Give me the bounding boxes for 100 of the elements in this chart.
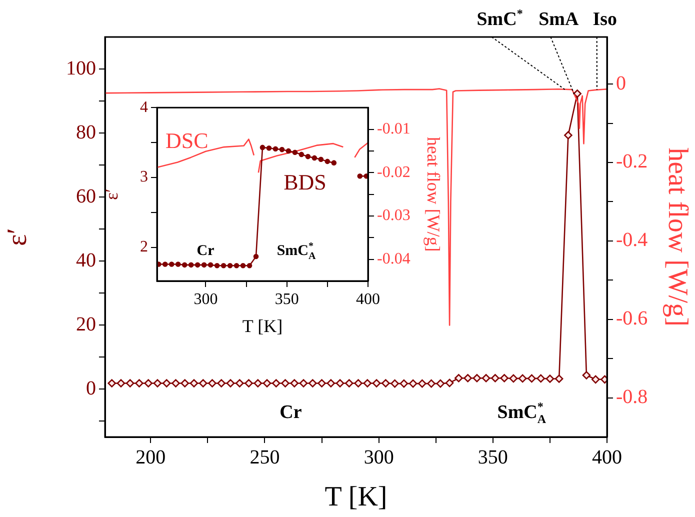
point [357, 173, 363, 179]
annotation: SmA [538, 9, 579, 30]
point [286, 148, 292, 154]
point [217, 379, 226, 388]
point [573, 89, 582, 98]
point [445, 378, 454, 388]
point [308, 379, 317, 388]
point [188, 262, 194, 268]
point [214, 262, 220, 268]
point [390, 379, 399, 388]
annotation: Cr [280, 402, 302, 424]
series-label: DSC [165, 128, 208, 154]
point [198, 379, 208, 388]
y2-axis-title: heat flow [W/g] [423, 136, 444, 252]
point [226, 379, 235, 388]
y-axis-title: ε′ [2, 228, 34, 246]
point [153, 379, 162, 388]
point [279, 146, 285, 152]
point [175, 262, 181, 267]
point [272, 146, 278, 152]
x-tick-label: 300 [364, 446, 394, 468]
y2-tick-label: -0.6 [616, 308, 648, 330]
x-tick-label: 300 [194, 290, 218, 308]
y-tick-label: 2 [140, 238, 148, 256]
point [201, 262, 207, 268]
y-tick-label: 3 [140, 168, 148, 186]
point [190, 379, 198, 388]
point [234, 262, 240, 268]
point [454, 374, 463, 382]
point [253, 254, 259, 260]
x-tick-label: 250 [250, 446, 280, 468]
y2-axis-title: heat flow [W/g] [662, 148, 693, 326]
y-tick-label: 100 [66, 57, 96, 80]
x-tick-label: 350 [274, 290, 299, 308]
point [427, 379, 436, 388]
y-tick-label: 60 [76, 185, 96, 208]
y2-tick-label: 0 [616, 72, 626, 94]
point [194, 262, 200, 268]
point [312, 155, 318, 161]
point [220, 262, 226, 268]
point [172, 379, 180, 388]
x-tick-label: 350 [478, 446, 508, 468]
point [408, 379, 418, 388]
point [372, 379, 381, 388]
point [528, 374, 536, 383]
point [208, 379, 216, 388]
x-tick-label: 400 [592, 446, 622, 468]
y2-tick-label: -0.01 [377, 120, 410, 138]
series-label: BDS [284, 170, 326, 195]
point [324, 158, 330, 164]
point [162, 379, 171, 388]
point [240, 262, 246, 268]
point [536, 374, 545, 383]
point [564, 131, 572, 140]
point [116, 379, 126, 388]
point [108, 379, 116, 388]
point [246, 262, 252, 268]
y-tick-label: 0 [86, 377, 96, 400]
point [500, 374, 508, 382]
point [182, 262, 188, 268]
y2-tick-label: -0.2 [616, 150, 648, 173]
y2-tick-label: -0.02 [377, 164, 410, 181]
point [208, 262, 214, 268]
point [290, 379, 299, 388]
point [591, 375, 600, 384]
point [272, 379, 280, 388]
point [326, 379, 336, 388]
point [180, 379, 190, 388]
point [266, 146, 272, 151]
point [262, 379, 272, 388]
point [472, 374, 482, 382]
point [318, 379, 326, 388]
point [144, 379, 153, 388]
point [331, 160, 337, 166]
point [336, 379, 344, 388]
point [546, 374, 554, 383]
annotation: Cr [196, 243, 215, 260]
point [345, 379, 354, 388]
point [254, 379, 262, 388]
x-axis-title: T [K] [242, 316, 283, 336]
point [518, 374, 527, 383]
annotation: SmC* [476, 6, 523, 30]
point [436, 379, 445, 388]
y2-tick-label: -0.03 [377, 207, 410, 224]
point [418, 379, 426, 388]
y-tick-label: 4 [140, 98, 148, 116]
point [292, 150, 298, 155]
x-tick-label: 200 [136, 446, 166, 468]
y2-tick-label: -0.04 [377, 250, 410, 268]
point [464, 374, 472, 382]
point [382, 379, 390, 388]
annotation: Iso [592, 9, 618, 30]
point [126, 379, 134, 388]
point [298, 152, 304, 158]
point [227, 262, 233, 268]
y-tick-label: 80 [76, 121, 96, 144]
point [260, 144, 266, 150]
point [482, 374, 490, 382]
point [400, 379, 408, 388]
point [135, 379, 144, 388]
